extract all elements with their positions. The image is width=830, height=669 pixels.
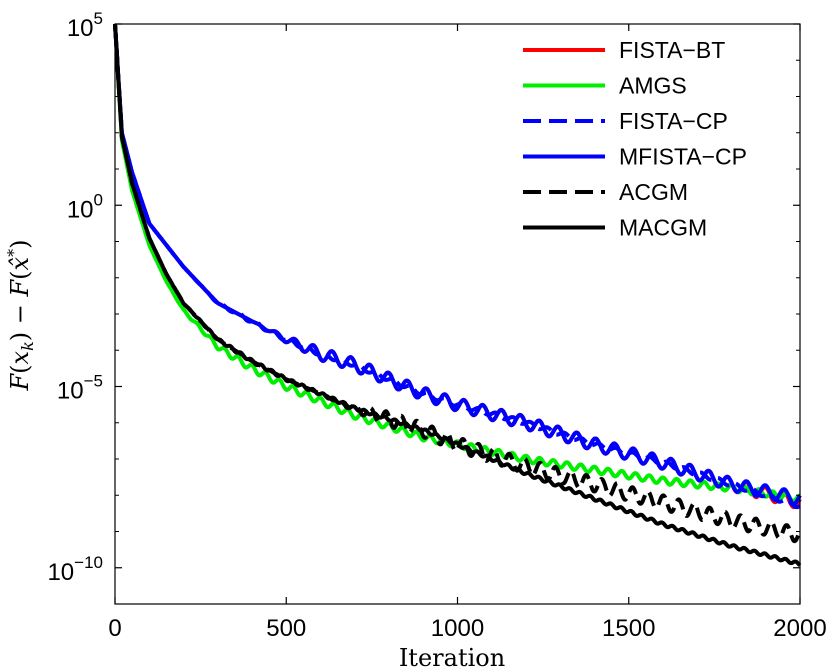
series-line-4 — [113, 23, 802, 544]
series-line-5 — [113, 23, 802, 567]
x-tick-label-2: 1000 — [431, 615, 484, 642]
x-axis-label: Iteration — [399, 644, 505, 669]
series-line-1 — [113, 23, 802, 504]
legend: FISTA−BT AMGS FISTA−CP MFISTA−CP ACGM MACGM — [523, 37, 747, 241]
legend-label-0: FISTA−BT — [619, 37, 725, 63]
y-tick-label-3: 10−10 — [47, 553, 103, 586]
y-tick-label-0: 105 — [67, 9, 103, 42]
y-axis-label: F(xk) − F(x̂*) — [4, 240, 37, 392]
legend-label-1: AMGS — [619, 73, 687, 99]
legend-label-3: MFISTA−CP — [619, 144, 747, 170]
x-tick-label-4: 2000 — [773, 615, 826, 642]
legend-label-4: ACGM — [619, 179, 688, 205]
x-tick-label-0: 0 — [108, 615, 121, 642]
x-tick-label-1: 500 — [266, 615, 306, 642]
legend-label-5: MACGM — [619, 215, 707, 241]
plot-series-group — [113, 23, 802, 567]
series-line-3 — [113, 23, 802, 506]
x-tick-label-3: 1500 — [602, 615, 655, 642]
series-line-2 — [113, 23, 802, 510]
y-tick-label-1: 100 — [67, 190, 103, 223]
tick-group: 0 500 1000 1500 2000 105 100 10−5 10−10 — [47, 9, 826, 642]
legend-label-2: FISTA−CP — [619, 108, 728, 134]
y-tick-label-2: 10−5 — [57, 372, 103, 405]
series-line-0 — [113, 23, 802, 510]
